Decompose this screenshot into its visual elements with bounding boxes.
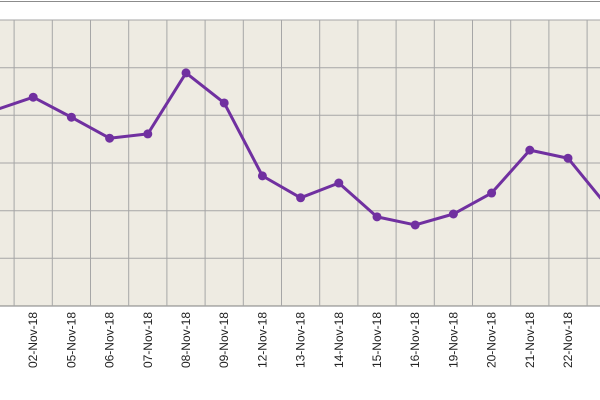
h-grid (0, 19, 600, 307)
x-tick-label: 06-Nov-18 (103, 312, 117, 368)
data-point (257, 171, 267, 181)
data-point (28, 92, 38, 102)
x-tick-label: 12-Nov-18 (255, 312, 269, 368)
data-point (487, 188, 497, 198)
x-tick-label: 20-Nov-18 (485, 312, 499, 368)
x-tick-label: 02-Nov-18 (26, 312, 40, 368)
data-point (525, 145, 535, 155)
data-point (448, 209, 458, 219)
data-point (181, 68, 191, 78)
data-point (372, 212, 382, 222)
data-point (334, 178, 344, 188)
x-tick-label: 14-Nov-18 (332, 312, 346, 368)
data-point (66, 112, 76, 122)
data-point (296, 193, 306, 203)
x-tick-label: 07-Nov-18 (141, 312, 155, 368)
data-point (219, 98, 229, 108)
x-tick-label: 15-Nov-18 (370, 312, 384, 368)
x-tick-label: 08-Nov-18 (179, 312, 193, 368)
x-tick-label: 21-Nov-18 (523, 312, 537, 368)
x-tick-label: 09-Nov-18 (217, 312, 231, 368)
x-tick-label: 16-Nov-18 (408, 312, 422, 368)
x-tick-label: 19-Nov-18 (446, 312, 460, 368)
data-point (563, 153, 573, 163)
data-point (105, 133, 115, 143)
data-point (410, 220, 420, 230)
x-tick-label: 13-Nov-18 (294, 312, 308, 368)
x-tick-label: 05-Nov-18 (64, 312, 78, 368)
data-point (143, 129, 153, 139)
x-tick-label: 22-Nov-18 (561, 312, 575, 368)
